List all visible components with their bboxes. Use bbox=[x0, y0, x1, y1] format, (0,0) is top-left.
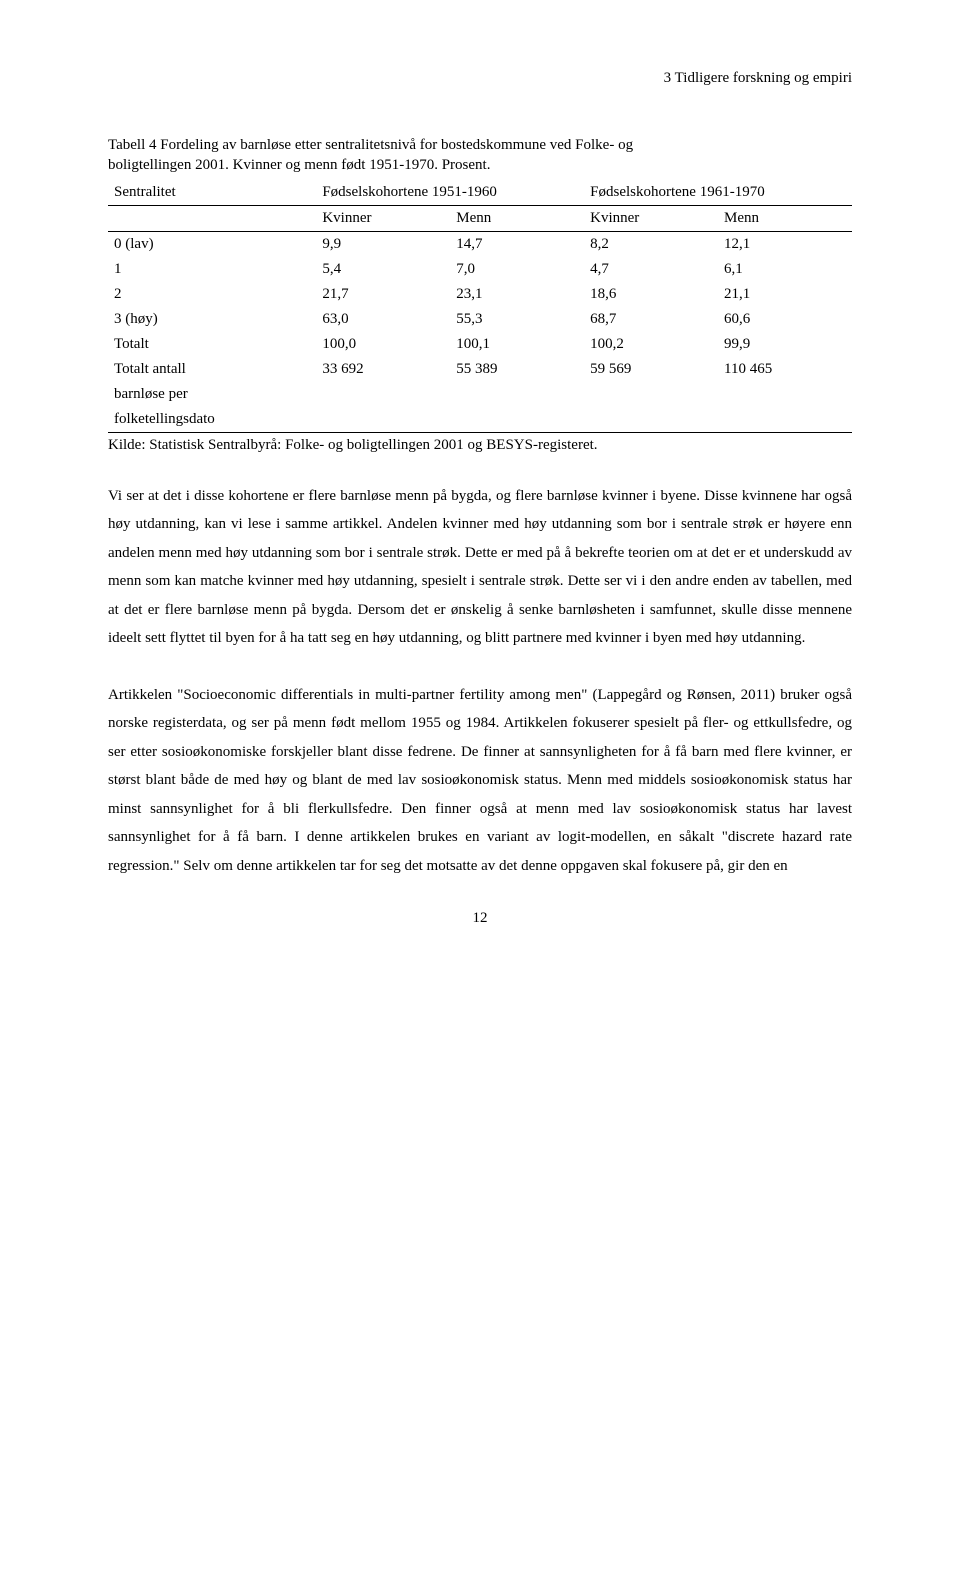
cell: 8,2 bbox=[584, 231, 718, 257]
page-number: 12 bbox=[108, 910, 852, 927]
row-label: 3 (høy) bbox=[108, 307, 316, 332]
table-row: 0 (lav) 9,9 14,7 8,2 12,1 bbox=[108, 231, 852, 257]
cell: 100,1 bbox=[450, 332, 584, 357]
cell: 4,7 bbox=[584, 257, 718, 282]
table-row: 1 5,4 7,0 4,7 6,1 bbox=[108, 257, 852, 282]
cell: 100,2 bbox=[584, 332, 718, 357]
table-header-row-2: Kvinner Menn Kvinner Menn bbox=[108, 205, 852, 231]
th-cohort-2: Fødselskohortene 1961-1970 bbox=[584, 180, 852, 206]
cell: 59 569 bbox=[584, 357, 718, 382]
cell: 55,3 bbox=[450, 307, 584, 332]
table-row: 2 21,7 23,1 18,6 21,1 bbox=[108, 282, 852, 307]
page: 3 Tidligere forskning og empiri Tabell 4… bbox=[0, 0, 960, 987]
cell: 63,0 bbox=[316, 307, 450, 332]
row-label: 2 bbox=[108, 282, 316, 307]
table-row: Totalt 100,0 100,1 100,2 99,9 bbox=[108, 332, 852, 357]
row-label: 0 (lav) bbox=[108, 231, 316, 257]
paragraph-2: Artikkelen "Socioeconomic differentials … bbox=[108, 681, 852, 881]
cell: 55 389 bbox=[450, 357, 584, 382]
cell: 9,9 bbox=[316, 231, 450, 257]
cell: 21,1 bbox=[718, 282, 852, 307]
cell: 7,0 bbox=[450, 257, 584, 282]
cell: 68,7 bbox=[584, 307, 718, 332]
table-row: 3 (høy) 63,0 55,3 68,7 60,6 bbox=[108, 307, 852, 332]
table-source: Kilde: Statistisk Sentralbyrå: Folke- og… bbox=[108, 437, 852, 454]
cell: 33 692 bbox=[316, 357, 450, 382]
cell: 23,1 bbox=[450, 282, 584, 307]
th-cohort-1: Fødselskohortene 1951-1960 bbox=[316, 180, 584, 206]
cell: 5,4 bbox=[316, 257, 450, 282]
row-label-line1: Totalt antall bbox=[108, 357, 316, 382]
cell: 18,6 bbox=[584, 282, 718, 307]
th-kvinner-1: Kvinner bbox=[316, 205, 450, 231]
cell: 99,9 bbox=[718, 332, 852, 357]
th-sentralitet: Sentralitet bbox=[108, 180, 316, 206]
row-label-line3: folketellingsdato bbox=[108, 407, 316, 433]
row-label-line2: barnløse per bbox=[108, 382, 316, 407]
cell: 14,7 bbox=[450, 231, 584, 257]
caption-line-1: Tabell 4 Fordeling av barnløse etter sen… bbox=[108, 137, 633, 153]
paragraph-1: Vi ser at det i disse kohortene er flere… bbox=[108, 482, 852, 653]
data-table: Sentralitet Fødselskohortene 1951-1960 F… bbox=[108, 180, 852, 433]
row-label: Totalt bbox=[108, 332, 316, 357]
row-label: 1 bbox=[108, 257, 316, 282]
cell: 100,0 bbox=[316, 332, 450, 357]
table-caption: Tabell 4 Fordeling av barnløse etter sen… bbox=[108, 135, 852, 176]
table-row-totals-cont: folketellingsdato bbox=[108, 407, 852, 433]
section-header: 3 Tidligere forskning og empiri bbox=[108, 70, 852, 87]
table-header-row-1: Sentralitet Fødselskohortene 1951-1960 F… bbox=[108, 180, 852, 206]
cell: 60,6 bbox=[718, 307, 852, 332]
th-blank bbox=[108, 205, 316, 231]
table-row-totals: Totalt antall 33 692 55 389 59 569 110 4… bbox=[108, 357, 852, 382]
table-row-totals-cont: barnløse per bbox=[108, 382, 852, 407]
caption-line-2: boligtellingen 2001. Kvinner og menn fød… bbox=[108, 157, 490, 173]
cell: 12,1 bbox=[718, 231, 852, 257]
th-menn-2: Menn bbox=[718, 205, 852, 231]
cell: 21,7 bbox=[316, 282, 450, 307]
th-menn-1: Menn bbox=[450, 205, 584, 231]
th-kvinner-2: Kvinner bbox=[584, 205, 718, 231]
cell: 110 465 bbox=[718, 357, 852, 382]
cell: 6,1 bbox=[718, 257, 852, 282]
